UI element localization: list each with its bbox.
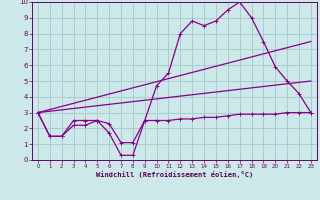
X-axis label: Windchill (Refroidissement éolien,°C): Windchill (Refroidissement éolien,°C): [96, 171, 253, 178]
